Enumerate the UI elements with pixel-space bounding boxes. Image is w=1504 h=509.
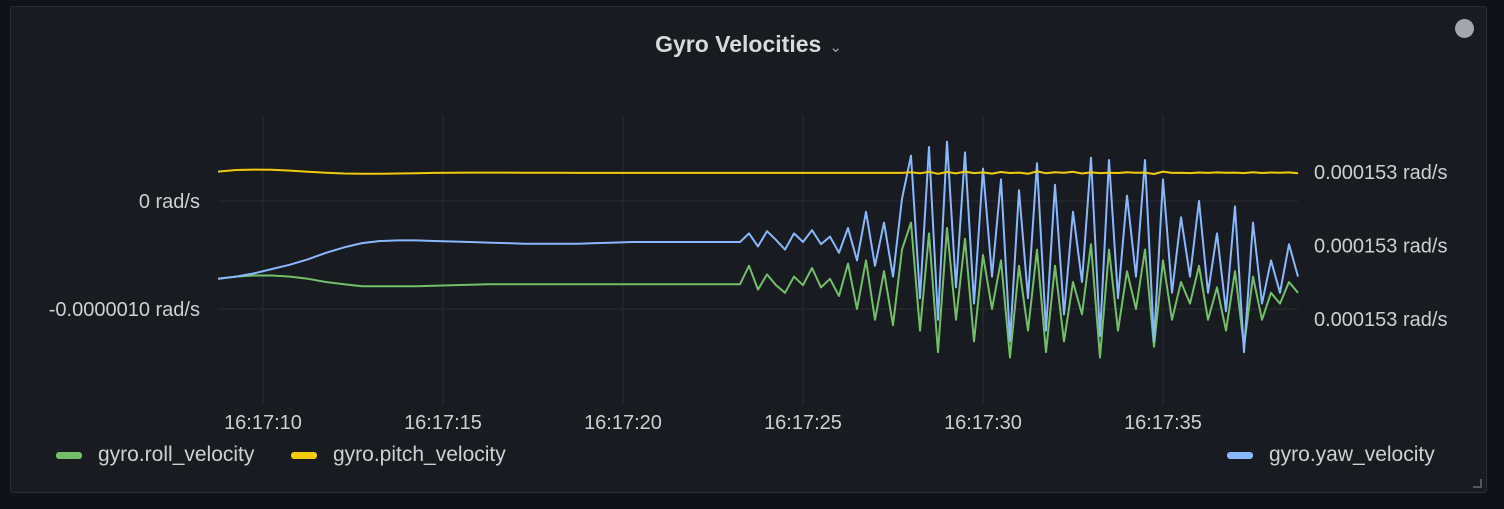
y-left-tick-label: -0.0000010 rad/s [49, 299, 200, 321]
legend-item-yaw[interactable]: gyro.yaw_velocity [1227, 443, 1435, 467]
x-tick-label: 16:17:35 [1124, 412, 1202, 434]
series-line-pitch-velocity [217, 168, 1299, 175]
y-right-tick-label: 0.000153 rad/s [1314, 162, 1447, 184]
legend-item-pitch[interactable]: gyro.pitch_velocity [291, 443, 506, 467]
chart-panel: Gyro Velocities ⌄ [10, 6, 1487, 493]
panel-title[interactable]: Gyro Velocities ⌄ [11, 31, 1486, 58]
legend-item-roll[interactable]: gyro.roll_velocity [56, 443, 254, 467]
resize-handle-icon[interactable] [1473, 479, 1482, 488]
panel-title-text: Gyro Velocities [655, 31, 822, 57]
legend-label: gyro.roll_velocity [98, 443, 255, 466]
legend-label: gyro.pitch_velocity [333, 443, 506, 466]
x-tick-label: 16:17:15 [404, 412, 482, 434]
chevron-down-icon[interactable]: ⌄ [829, 39, 842, 56]
y-left-tick-label: 0 rad/s [139, 191, 200, 213]
legend-swatch [1227, 451, 1253, 459]
legend-swatch [291, 451, 317, 459]
x-tick-label: 16:17:10 [224, 412, 302, 434]
series-line-roll-velocity [217, 221, 1299, 359]
circle-icon[interactable] [1455, 19, 1474, 38]
x-tick-label: 16:17:25 [764, 412, 842, 434]
legend-swatch [56, 451, 82, 459]
series-line-yaw-velocity [217, 140, 1299, 354]
y-right-tick-label: 0.000153 rad/s [1314, 309, 1447, 331]
y-right-tick-label: 0.000153 rad/s [1314, 236, 1447, 258]
x-tick-label: 16:17:30 [944, 412, 1022, 434]
x-tick-label: 16:17:20 [584, 412, 662, 434]
legend-label: gyro.yaw_velocity [1269, 443, 1435, 466]
